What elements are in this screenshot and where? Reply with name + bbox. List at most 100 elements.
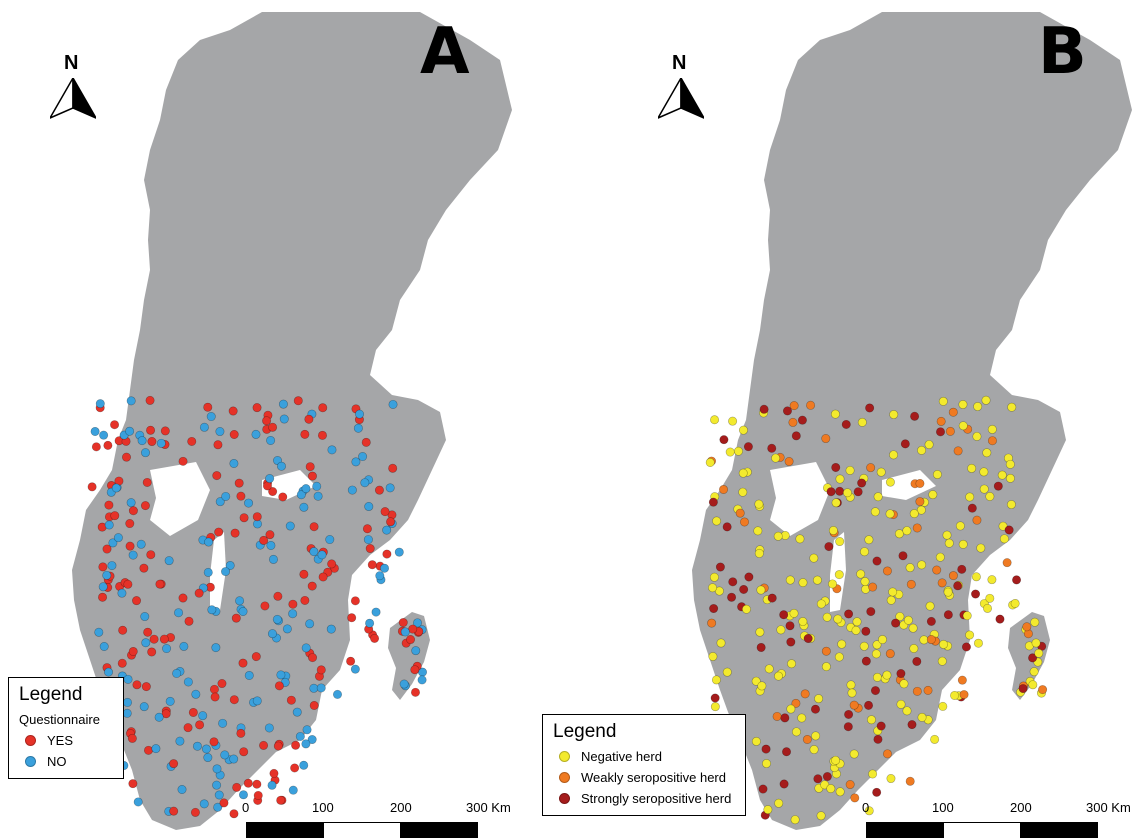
herd-point [347, 485, 357, 495]
herd-point [252, 696, 262, 706]
herd-point [388, 399, 398, 409]
herd-point [123, 579, 133, 589]
herd-point [125, 426, 135, 436]
herd-point [136, 539, 146, 549]
scale-label: 300 Km [466, 800, 511, 815]
herd-point [802, 734, 812, 744]
herd-point [983, 603, 993, 613]
herd-point [278, 492, 288, 502]
herd-point [207, 605, 217, 615]
herd-point [212, 471, 222, 481]
herd-point [374, 485, 384, 495]
herd-point [868, 582, 878, 592]
herd-point [872, 556, 882, 566]
herd-point [252, 779, 262, 789]
herd-point [917, 712, 927, 722]
herd-point [203, 402, 213, 412]
herd-point [292, 707, 302, 717]
herd-point [301, 739, 311, 749]
herd-point [909, 643, 919, 653]
legend-swatch [25, 756, 36, 767]
herd-point [111, 483, 121, 493]
herd-point [302, 725, 312, 735]
herd-point [948, 571, 958, 581]
scale-segment [944, 822, 1020, 838]
herd-point [917, 560, 927, 570]
herd-point [232, 782, 242, 792]
herd-point [398, 618, 408, 628]
herd-point [965, 492, 975, 502]
legend-entry-label: Strongly seropositive herd [581, 791, 732, 806]
herd-point [160, 426, 170, 436]
herd-point [199, 422, 209, 432]
herd-point [417, 675, 427, 685]
herd-point [305, 462, 315, 472]
legend-entry-label: Weakly seropositive herd [581, 770, 726, 785]
herd-point [99, 641, 109, 651]
herd-point [845, 780, 855, 790]
herd-point [214, 790, 224, 800]
scale-bar: 0 100 200 300 Km [862, 800, 1131, 840]
herd-point [312, 481, 322, 491]
herd-point [757, 681, 767, 691]
herd-point [316, 683, 326, 693]
lake-malaren [882, 470, 936, 500]
herd-point [957, 675, 967, 685]
legend-title: Legend [19, 684, 83, 705]
herd-point [360, 478, 370, 488]
herd-point [791, 698, 801, 708]
herd-point [882, 566, 892, 576]
herd-point [91, 442, 101, 452]
herd-point [128, 646, 138, 656]
herd-point [165, 696, 175, 706]
herd-point [194, 588, 204, 598]
herd-point [236, 491, 246, 501]
scale-segment [1020, 822, 1098, 838]
herd-point [912, 686, 922, 696]
herd-point [259, 740, 269, 750]
herd-point [826, 784, 836, 794]
herd-point [891, 618, 901, 628]
legend: Legend Negative herd Weakly seropositive… [542, 714, 746, 816]
herd-point [830, 409, 840, 419]
herd-point [251, 429, 261, 439]
herd-point [234, 478, 244, 488]
herd-point [889, 410, 899, 420]
herd-point [300, 429, 310, 439]
herd-point [288, 785, 298, 795]
herd-point [905, 776, 915, 786]
herd-point [806, 400, 816, 410]
herd-point [712, 516, 722, 526]
herd-point [293, 396, 303, 406]
herd-point [90, 426, 100, 436]
herd-point [835, 474, 845, 484]
herd-point [945, 426, 955, 436]
herd-point [813, 774, 823, 784]
herd-point [191, 689, 201, 699]
herd-point [272, 614, 282, 624]
sweden-map-a [72, 12, 512, 830]
herd-point [722, 667, 732, 677]
herd-point [888, 587, 898, 597]
legend-swatch [559, 772, 570, 783]
herd-point [212, 780, 222, 790]
herd-point [358, 452, 368, 462]
herd-point [350, 664, 360, 674]
herd-point [899, 679, 909, 689]
sweden-map-b [692, 12, 1132, 830]
legend-swatch [559, 751, 570, 762]
herd-point [262, 416, 272, 426]
herd-point [715, 562, 725, 572]
herd-point [1030, 617, 1040, 627]
herd-point [831, 462, 841, 472]
legend-swatch [25, 735, 36, 746]
herd-point [221, 567, 231, 577]
herd-point [923, 685, 933, 695]
herd-point [798, 617, 808, 627]
herd-point [266, 435, 276, 445]
herd-point [908, 623, 918, 633]
herd-point [953, 446, 963, 456]
herd-point [912, 656, 922, 666]
herd-point [872, 640, 882, 650]
mainland [692, 12, 1132, 830]
